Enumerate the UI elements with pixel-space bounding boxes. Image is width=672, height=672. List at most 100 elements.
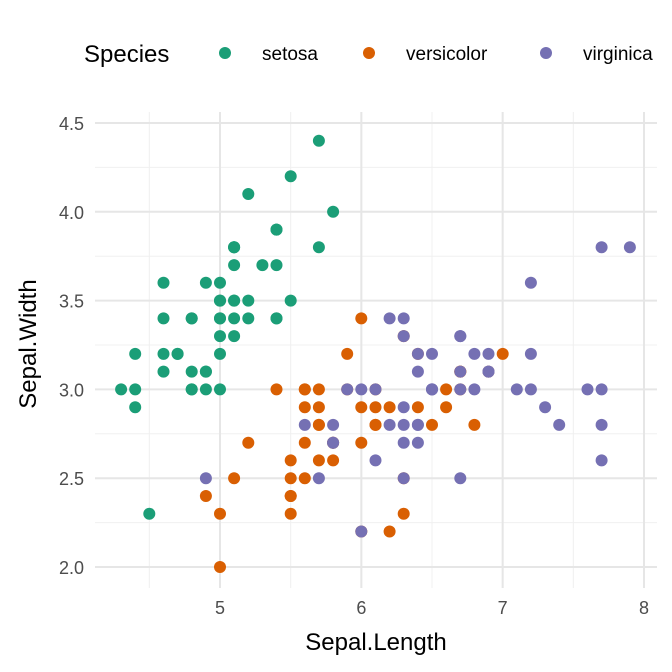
data-point-virginica: [411, 347, 424, 360]
data-point-setosa: [157, 276, 170, 289]
data-point-virginica: [397, 330, 410, 343]
data-point-setosa: [185, 383, 198, 396]
data-point-virginica: [482, 347, 495, 360]
legend-title: Species: [84, 41, 169, 68]
y-tick-label: 2.5: [59, 469, 84, 489]
data-point-versicolor: [312, 383, 325, 396]
data-point-virginica: [468, 347, 481, 360]
data-point-versicolor: [369, 401, 382, 414]
major-gridlines: [95, 112, 657, 588]
data-point-virginica: [355, 525, 368, 538]
data-point-setosa: [242, 312, 255, 325]
data-point-setosa: [214, 383, 226, 396]
y-tick-label: 4.5: [59, 114, 84, 134]
data-point-setosa: [129, 401, 142, 414]
data-point-setosa: [129, 383, 142, 396]
data-point-virginica: [341, 383, 354, 396]
data-point-versicolor: [298, 401, 311, 414]
x-tick-label: 5: [215, 598, 225, 618]
data-point-versicolor: [284, 472, 297, 485]
data-point-versicolor: [298, 383, 311, 396]
data-point-virginica: [397, 472, 410, 485]
data-point-versicolor: [242, 436, 255, 449]
data-point-setosa: [327, 205, 340, 218]
data-point-versicolor: [383, 525, 396, 538]
data-point-virginica: [411, 365, 424, 378]
data-point-versicolor: [468, 418, 481, 431]
data-point-virginica: [397, 418, 410, 431]
data-point-setosa: [199, 276, 212, 289]
y-tick-label: 2.0: [59, 558, 84, 578]
x-tick-label: 6: [356, 598, 366, 618]
data-point-virginica: [454, 472, 467, 485]
data-point-virginica: [383, 418, 396, 431]
data-point-virginica: [397, 436, 410, 449]
data-point-setosa: [199, 365, 212, 378]
data-point-setosa: [157, 365, 170, 378]
data-point-setosa: [214, 294, 226, 307]
data-point-setosa: [185, 312, 198, 325]
data-point-setosa: [270, 312, 283, 325]
data-point-setosa: [228, 259, 241, 272]
data-point-virginica: [411, 436, 424, 449]
x-tick-label: 8: [639, 598, 649, 618]
data-point-versicolor: [298, 436, 311, 449]
data-point-setosa: [228, 294, 241, 307]
data-point-setosa: [242, 294, 255, 307]
data-point-versicolor: [284, 454, 297, 467]
data-point-virginica: [510, 383, 523, 396]
minor-gridlines: [95, 112, 657, 588]
legend-label-versicolor: versicolor: [406, 44, 488, 65]
data-point-virginica: [327, 418, 340, 431]
data-point-virginica: [199, 472, 212, 485]
data-point-versicolor: [440, 383, 453, 396]
y-axis-title: Sepal.Width: [15, 279, 42, 408]
data-point-versicolor: [284, 490, 297, 502]
data-point-setosa: [157, 312, 170, 325]
data-point-virginica: [355, 383, 368, 396]
data-point-virginica: [623, 241, 636, 254]
data-point-setosa: [214, 330, 226, 343]
data-point-virginica: [454, 383, 467, 396]
data-point-versicolor: [355, 436, 368, 449]
data-point-setosa: [270, 259, 283, 272]
data-point-setosa: [129, 347, 142, 360]
data-point-virginica: [539, 401, 552, 414]
data-point-versicolor: [298, 472, 311, 485]
data-point-versicolor: [341, 347, 354, 360]
data-point-setosa: [284, 294, 297, 307]
data-point-virginica: [397, 312, 410, 325]
data-point-setosa: [284, 170, 297, 183]
x-axis-ticks: 5 6 7 8: [215, 598, 649, 618]
data-point-versicolor: [496, 347, 509, 360]
data-point-versicolor: [369, 418, 382, 431]
data-point-virginica: [482, 365, 495, 378]
data-point-versicolor: [228, 472, 241, 485]
data-point-setosa: [199, 383, 212, 396]
data-point-versicolor: [312, 454, 325, 467]
data-point-virginica: [524, 347, 537, 360]
legend-label-virginica: virginica: [583, 44, 653, 65]
data-point-virginica: [468, 383, 481, 396]
data-point-virginica: [383, 312, 396, 325]
data-point-virginica: [595, 418, 608, 431]
data-point-virginica: [595, 454, 608, 467]
data-point-versicolor: [355, 312, 368, 325]
data-point-versicolor: [270, 383, 283, 396]
data-point-versicolor: [383, 401, 396, 414]
y-tick-label: 3.0: [59, 380, 84, 400]
data-point-virginica: [524, 383, 537, 396]
data-point-versicolor: [312, 418, 325, 431]
data-point-versicolor: [214, 507, 226, 520]
data-point-versicolor: [397, 507, 410, 520]
data-point-virginica: [553, 418, 566, 431]
data-point-setosa: [312, 241, 325, 254]
data-point-virginica: [397, 401, 410, 414]
y-tick-label: 3.5: [59, 292, 84, 312]
data-points: [115, 134, 636, 573]
data-point-virginica: [298, 418, 311, 431]
data-point-virginica: [581, 383, 594, 396]
legend: Species setosa versicolor virginica: [84, 41, 653, 68]
legend-key-versicolor: [363, 47, 375, 59]
